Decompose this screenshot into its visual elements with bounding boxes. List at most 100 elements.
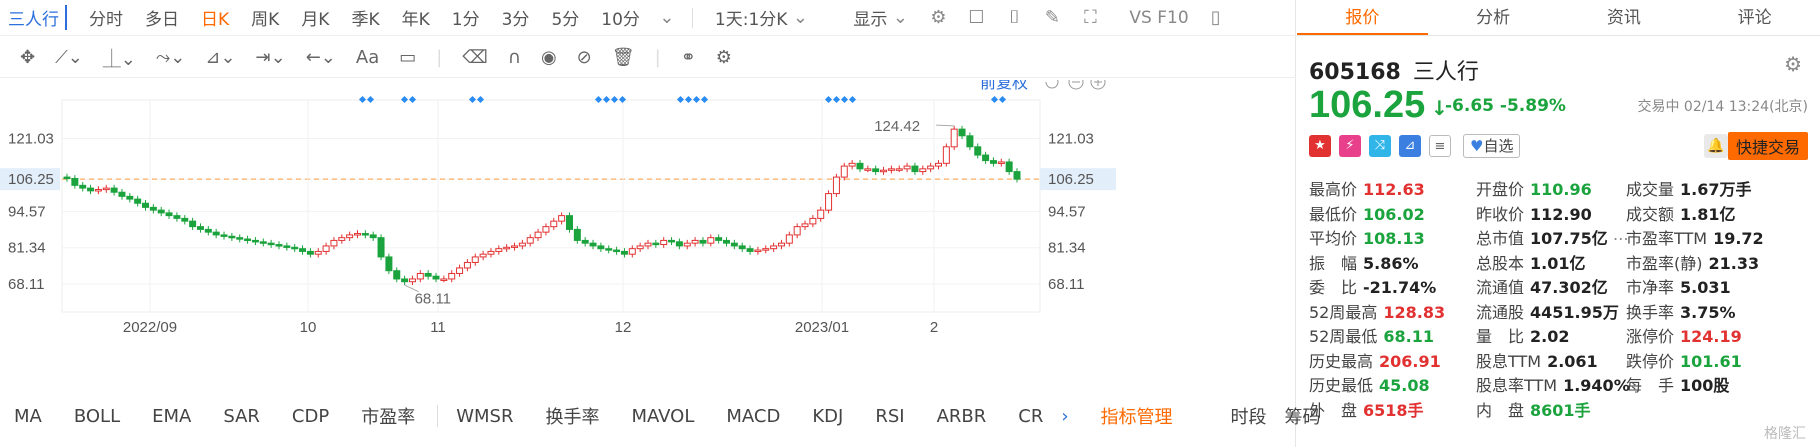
candle-body[interactable] [299,248,307,252]
candle-body[interactable] [856,162,864,170]
chevron-down-icon[interactable]: ⌄ [659,6,675,28]
candle-body[interactable] [715,237,723,241]
event-marker[interactable] [618,95,627,104]
candle-body[interactable] [895,168,903,171]
candle-body[interactable] [605,248,613,251]
candle-body[interactable] [660,239,668,246]
candle-body[interactable] [597,245,605,250]
candle-body[interactable] [966,135,974,148]
candle-body[interactable] [864,168,872,171]
candle-body[interactable] [620,250,628,255]
candle-body[interactable] [927,165,935,170]
tab-news[interactable]: 资讯 [1606,8,1641,28]
event-marker[interactable] [594,95,603,104]
indicator-management[interactable]: 指标管理 [1100,407,1173,428]
period-9[interactable]: 5分 [551,10,580,30]
event-marker[interactable] [358,95,367,104]
event-marker[interactable] [602,95,611,104]
candle-body[interactable] [330,239,338,247]
candle-body[interactable] [503,246,511,250]
candle-body[interactable] [785,234,793,244]
candle-body[interactable] [181,217,189,222]
candle-body[interactable] [581,239,589,244]
candle-body[interactable] [416,272,424,280]
period-btn-time[interactable]: 时段 [1230,407,1267,428]
candle-body[interactable] [306,250,314,255]
candle-body[interactable] [683,242,691,247]
candle-body[interactable] [534,231,542,239]
candle-body[interactable] [942,146,950,164]
candle-body[interactable] [793,226,801,236]
candle-body[interactable] [668,239,676,243]
candle-body[interactable] [675,241,683,247]
period-1[interactable]: 多日 [145,10,179,30]
candle-body[interactable] [707,237,715,244]
candle-body[interactable] [989,160,997,164]
candle-body[interactable] [495,248,503,252]
period-4[interactable]: 月K [301,10,330,30]
candle-body[interactable] [212,231,220,236]
candle-body[interactable] [440,278,448,281]
candle-body[interactable] [542,226,550,233]
fib-tool-icon[interactable]: ⊿⌄ [205,47,236,68]
reset-icon[interactable] [1045,80,1059,89]
candle-body[interactable] [699,239,707,244]
candle-body[interactable] [126,195,134,200]
candle-body[interactable] [165,212,173,217]
candle-body[interactable] [275,244,283,247]
line-tool-icon[interactable]: ⟋⌄ [55,47,83,68]
more-icon[interactable]: ⋯ [1607,229,1629,249]
candle-body[interactable] [385,256,393,272]
candle-body[interactable] [487,250,495,255]
eye-icon[interactable]: ◉ [540,47,557,68]
watchlist-button[interactable]: ♥自选 [1463,134,1521,158]
candle-body[interactable] [322,245,330,252]
candle-body[interactable] [848,162,856,167]
candle-body[interactable] [134,198,142,204]
indicator-7[interactable]: 换手率 [545,407,600,428]
period-8[interactable]: 3分 [501,10,530,30]
shuffle-icon[interactable]: ⤨ [1369,135,1391,157]
candle-body[interactable] [919,168,927,173]
candle-body[interactable] [613,249,621,253]
adjust-select[interactable]: 前复权 [980,80,1028,92]
candle-body[interactable] [1005,161,1013,173]
candle-body[interactable] [142,202,150,208]
candle-body[interactable] [887,168,895,171]
event-marker[interactable] [824,95,833,104]
candle-body[interactable] [550,220,558,228]
event-marker[interactable] [848,95,857,104]
link-icon[interactable]: ⚭ [680,47,696,68]
candle-body[interactable] [565,215,573,230]
candle-body[interactable] [762,248,770,251]
candle-body[interactable] [471,256,479,263]
candle-body[interactable] [401,278,409,283]
indicator-0[interactable]: MA [14,405,42,427]
indicator-5[interactable]: 市盈率 [361,407,416,428]
note-icon[interactable]: ≡ [1429,135,1451,157]
candle-body[interactable] [573,228,581,241]
candle-body[interactable] [817,209,825,219]
candle-body[interactable] [958,128,966,137]
event-marker[interactable] [840,95,849,104]
candle-body[interactable] [236,237,244,240]
candle-body[interactable] [801,223,809,228]
period-3[interactable]: 周K [251,10,280,30]
move-icon[interactable]: ✥ [20,47,36,68]
candle-body[interactable] [479,253,487,258]
candlestick-chart[interactable]: 121.03 121.03 94.57 94.57 81.34 81.34 68.11 68.… [0,80,1296,392]
tab-analysis[interactable]: 分析 [1476,8,1511,28]
candle-body[interactable] [189,220,197,228]
candle-body[interactable] [1013,171,1021,180]
candle-body[interactable] [754,249,762,253]
indicator-4[interactable]: CDP [291,405,330,427]
chevron-down-icon[interactable]: ⌄ [792,6,808,28]
candle-body[interactable] [361,233,369,236]
candle-body[interactable] [259,241,267,244]
square-icon[interactable]: ☐ [968,6,985,28]
candle-body[interactable] [825,193,833,211]
event-marker[interactable] [700,95,709,104]
candle-body[interactable] [377,237,385,258]
period-6[interactable]: 年K [401,10,430,30]
channel-tool-icon[interactable]: ⏊⌄ [102,48,136,70]
